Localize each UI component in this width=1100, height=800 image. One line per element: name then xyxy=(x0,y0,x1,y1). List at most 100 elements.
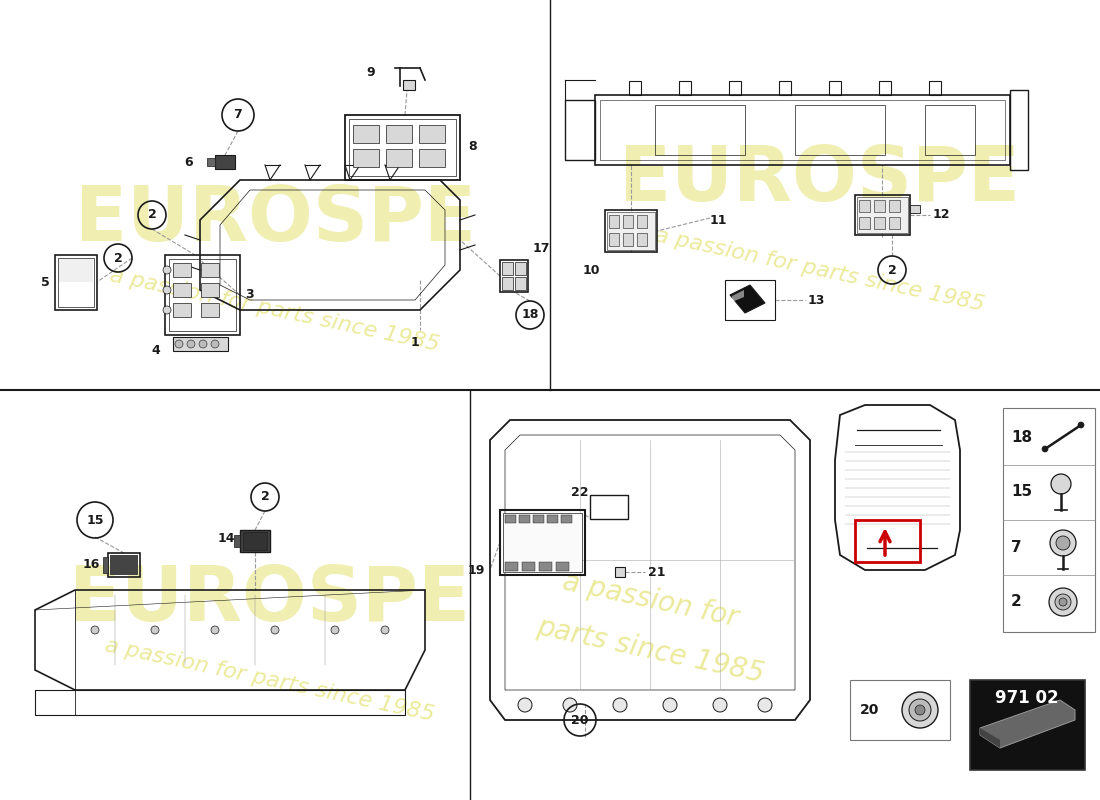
Circle shape xyxy=(1042,446,1048,452)
Circle shape xyxy=(1078,422,1084,428)
Bar xyxy=(515,277,526,290)
Bar xyxy=(419,149,446,167)
Circle shape xyxy=(902,692,938,728)
Text: 13: 13 xyxy=(808,294,825,306)
Bar xyxy=(201,263,219,277)
Text: 12: 12 xyxy=(933,209,950,222)
Text: 7: 7 xyxy=(1011,539,1022,554)
Bar xyxy=(925,105,975,155)
Text: EUROSPE: EUROSPE xyxy=(619,143,1021,217)
Bar xyxy=(173,283,191,297)
Bar xyxy=(403,80,415,90)
Circle shape xyxy=(1059,598,1067,606)
Bar xyxy=(419,125,446,143)
Bar xyxy=(110,555,138,575)
Bar xyxy=(173,303,191,317)
Text: 14: 14 xyxy=(218,531,235,545)
Text: 10: 10 xyxy=(583,263,600,277)
Bar xyxy=(207,158,215,166)
Bar xyxy=(214,155,235,169)
Bar xyxy=(386,125,412,143)
Bar xyxy=(240,530,270,552)
Bar xyxy=(349,119,456,176)
Polygon shape xyxy=(980,700,1075,748)
Bar xyxy=(855,195,910,235)
Bar xyxy=(855,520,920,562)
Bar xyxy=(500,260,528,292)
Bar xyxy=(35,690,405,715)
Bar xyxy=(1010,90,1028,170)
Text: 20: 20 xyxy=(571,714,588,726)
Bar xyxy=(779,81,791,95)
Circle shape xyxy=(211,340,219,348)
Circle shape xyxy=(1050,530,1076,556)
Circle shape xyxy=(175,340,183,348)
Bar xyxy=(637,215,647,228)
Bar xyxy=(165,255,240,335)
Circle shape xyxy=(187,340,195,348)
Bar xyxy=(609,215,619,228)
Bar xyxy=(874,200,886,212)
Text: 17: 17 xyxy=(534,242,550,254)
Text: a passion for parts since 1985: a passion for parts since 1985 xyxy=(653,226,987,314)
Bar xyxy=(173,337,228,351)
Circle shape xyxy=(211,626,219,634)
Circle shape xyxy=(163,266,170,274)
Text: 11: 11 xyxy=(710,214,727,226)
Circle shape xyxy=(199,340,207,348)
Text: 15: 15 xyxy=(86,514,103,526)
Bar xyxy=(522,562,535,571)
Text: 2: 2 xyxy=(147,209,156,222)
Bar xyxy=(108,553,140,577)
Bar xyxy=(623,233,632,246)
Bar xyxy=(623,215,632,228)
Bar xyxy=(1003,408,1094,632)
Text: parts since 1985: parts since 1985 xyxy=(534,612,767,688)
Circle shape xyxy=(518,698,532,712)
Bar xyxy=(173,263,191,277)
Text: 9: 9 xyxy=(366,66,375,79)
Circle shape xyxy=(758,698,772,712)
Bar xyxy=(103,557,108,573)
Bar xyxy=(637,233,647,246)
Bar xyxy=(615,567,625,577)
Text: 971 02: 971 02 xyxy=(996,689,1059,707)
Text: 19: 19 xyxy=(468,563,485,577)
Text: 16: 16 xyxy=(82,558,100,571)
Circle shape xyxy=(1055,594,1071,610)
Bar xyxy=(970,680,1085,770)
Bar xyxy=(386,149,412,167)
Bar xyxy=(539,562,552,571)
Bar xyxy=(629,81,641,95)
Bar xyxy=(874,217,886,229)
Bar xyxy=(505,562,518,571)
Text: 3: 3 xyxy=(245,289,254,302)
Bar xyxy=(857,197,907,233)
Bar xyxy=(729,81,741,95)
Bar xyxy=(556,562,569,571)
Circle shape xyxy=(91,626,99,634)
Text: 7: 7 xyxy=(233,109,242,122)
Text: 2: 2 xyxy=(261,490,270,503)
Bar xyxy=(565,100,595,160)
Bar xyxy=(234,535,240,547)
Circle shape xyxy=(563,698,578,712)
Circle shape xyxy=(915,705,925,715)
Bar xyxy=(201,283,219,297)
Bar xyxy=(505,515,516,523)
Circle shape xyxy=(663,698,676,712)
Bar xyxy=(859,200,870,212)
Bar xyxy=(201,303,219,317)
Bar xyxy=(605,210,657,252)
Text: EUROSPE: EUROSPE xyxy=(69,563,471,637)
Circle shape xyxy=(613,698,627,712)
Text: 8: 8 xyxy=(468,141,476,154)
Circle shape xyxy=(1050,474,1071,494)
Bar xyxy=(859,217,870,229)
Bar xyxy=(879,81,891,95)
Bar xyxy=(889,217,900,229)
Text: a passion for: a passion for xyxy=(560,568,740,632)
Circle shape xyxy=(163,286,170,294)
Bar xyxy=(345,115,460,180)
Text: 2: 2 xyxy=(113,251,122,265)
